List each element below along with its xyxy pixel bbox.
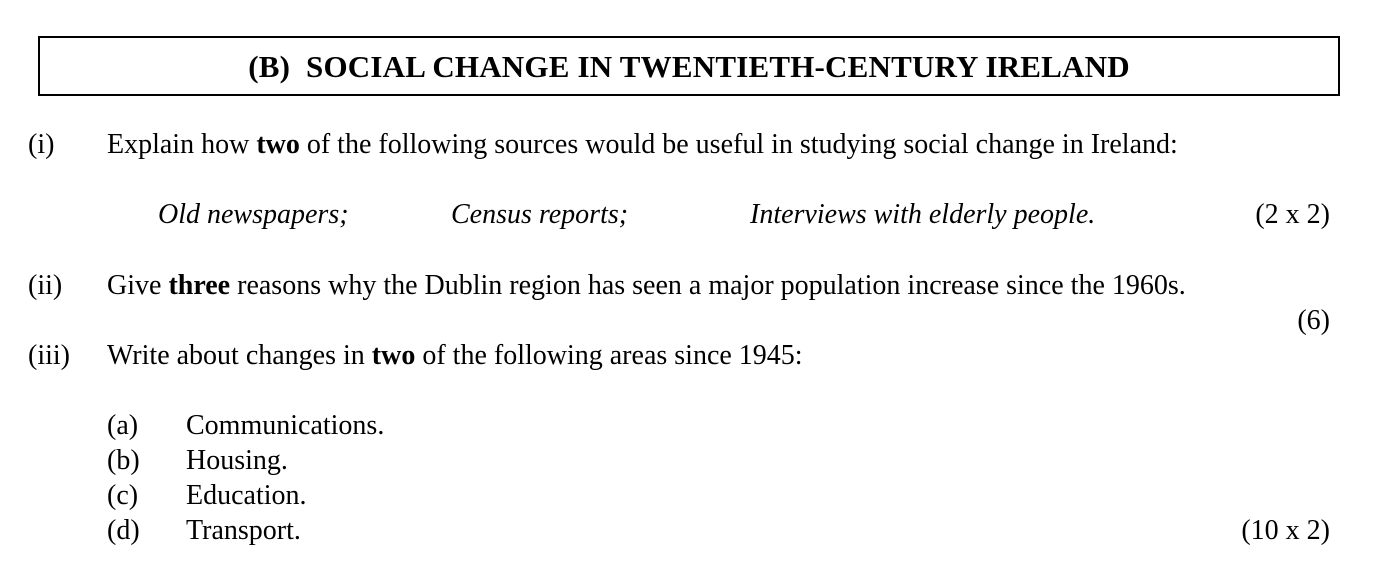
item-b-text: Housing. (186, 445, 288, 476)
item-d-text: Transport. (186, 515, 301, 546)
question-2-text-pre: Give (107, 270, 169, 301)
item-a-label: (a) (107, 410, 139, 441)
question-2-text-bold: three (168, 270, 231, 301)
question-1-text-pre: Explain how (107, 129, 257, 160)
question-3-text-bold: two (371, 340, 416, 371)
item-c-label: (c) (107, 480, 139, 511)
question-3-text-post: of the following areas since 1945: (415, 340, 803, 371)
item-a-text: Communications. (186, 410, 385, 441)
question-3-number: (iii) (28, 340, 70, 371)
source-census-reports: Census reports; (451, 199, 629, 230)
item-b-label: (b) (107, 445, 140, 476)
question-2-marks: (6) (1297, 305, 1330, 336)
item-d-label: (d) (107, 515, 140, 546)
source-old-newspapers: Old newspapers; (158, 199, 349, 230)
question-1-marks: (2 x 2) (1255, 199, 1330, 230)
source-interviews: Interviews with elderly people. (750, 199, 1096, 230)
question-3-marks: (10 x 2) (1241, 515, 1330, 546)
question-2-text-post: reasons why the Dublin region has seen a… (230, 270, 1186, 301)
item-c-text: Education. (186, 480, 307, 511)
section-title-box: (B) SOCIAL CHANGE IN TWENTIETH-CENTURY I… (38, 36, 1340, 96)
question-1-text: Explain how two of the following sources… (107, 131, 1178, 159)
question-2-text: Give three reasons why the Dublin region… (107, 272, 1186, 300)
question-3-text: Write about changes in two of the follow… (107, 342, 803, 370)
question-3-text-pre: Write about changes in (107, 340, 372, 371)
question-1-number: (i) (28, 129, 55, 160)
question-1-text-post: of the following sources would be useful… (299, 129, 1178, 160)
question-1-text-bold: two (256, 129, 300, 160)
question-2-number: (ii) (28, 270, 63, 301)
section-title: (B) SOCIAL CHANGE IN TWENTIETH-CENTURY I… (248, 48, 1130, 84)
